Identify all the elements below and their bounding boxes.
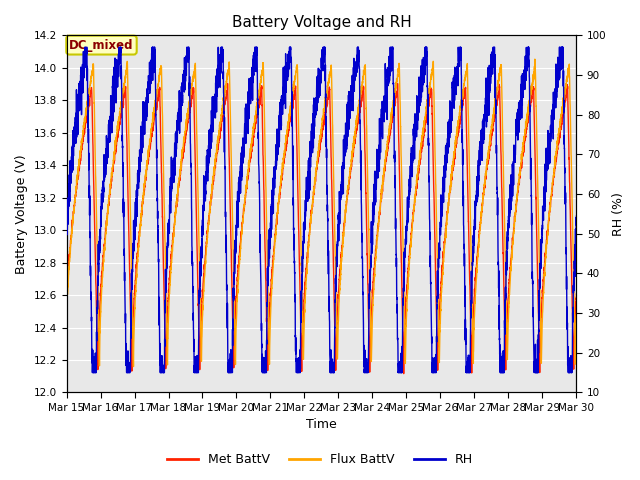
- Text: DC_mixed: DC_mixed: [69, 38, 134, 51]
- Y-axis label: Battery Voltage (V): Battery Voltage (V): [15, 154, 28, 274]
- Y-axis label: RH (%): RH (%): [612, 192, 625, 236]
- Title: Battery Voltage and RH: Battery Voltage and RH: [232, 15, 412, 30]
- X-axis label: Time: Time: [306, 419, 337, 432]
- Legend: Met BattV, Flux BattV, RH: Met BattV, Flux BattV, RH: [162, 448, 478, 471]
